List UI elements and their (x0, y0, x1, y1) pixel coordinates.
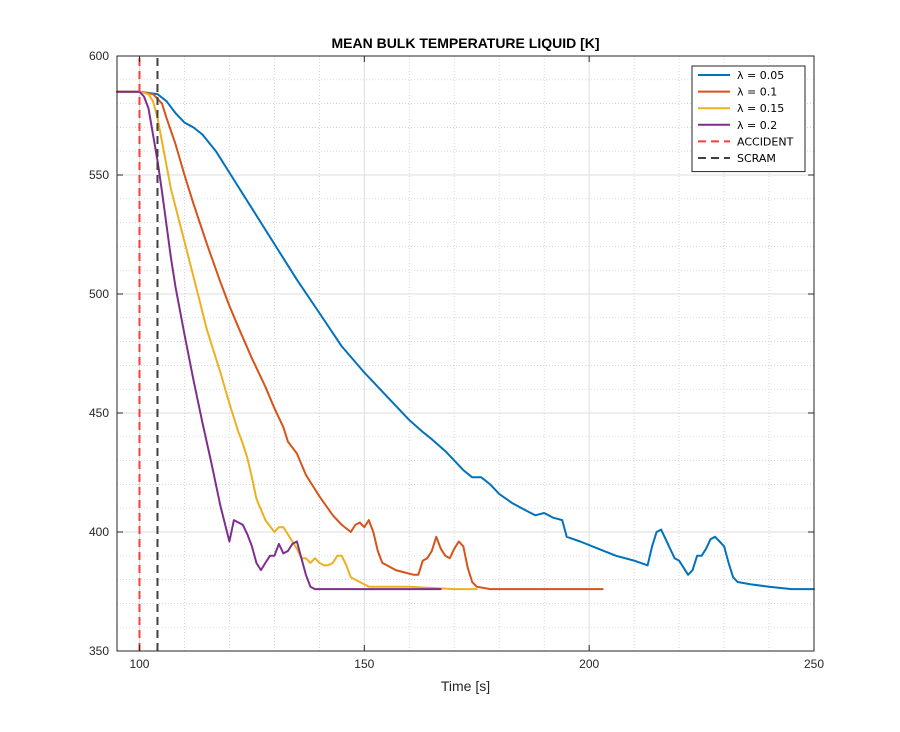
series-line-2 (116, 90, 604, 591)
x-tick-label: 200 (579, 657, 599, 671)
legend-label: ACCIDENT (737, 135, 794, 148)
legend-label: λ = 0.1 (737, 86, 777, 99)
x-tick-label: 150 (354, 657, 374, 671)
legend-box (691, 65, 806, 173)
legend-label: λ = 0.2 (737, 119, 777, 132)
series-line-3 (116, 90, 478, 591)
y-tick-label: 500 (89, 287, 109, 301)
y-tick-label: 550 (89, 168, 109, 182)
y-tick-label: 450 (89, 406, 109, 420)
legend-label: λ = 0.05 (737, 69, 784, 82)
x-tick-label: 100 (129, 657, 149, 671)
minor-grid (117, 56, 814, 651)
x-axis-label: Time [s] (441, 678, 490, 694)
series-line-4 (116, 90, 442, 591)
series-line-1 (116, 90, 815, 591)
y-tick-label: 600 (89, 49, 109, 63)
y-tick-label: 400 (89, 525, 109, 539)
legend-label: SCRAM (737, 152, 776, 165)
y-tick-label: 350 (89, 644, 109, 658)
legend-label: λ = 0.15 (737, 102, 784, 115)
legend: λ = 0.05 λ = 0.1 λ = 0.15 λ = 0.2 ACCIDENT SC… (691, 65, 806, 173)
x-tick-label: 250 (804, 657, 824, 671)
ticks-layer: 100 150 200 250 350 400 450 500 550 600 (89, 49, 824, 671)
chart-title: MEAN BULK TEMPERATURE LIQUID [K] (331, 35, 599, 51)
plot-frame (116, 55, 815, 652)
series-layer (116, 56, 815, 651)
